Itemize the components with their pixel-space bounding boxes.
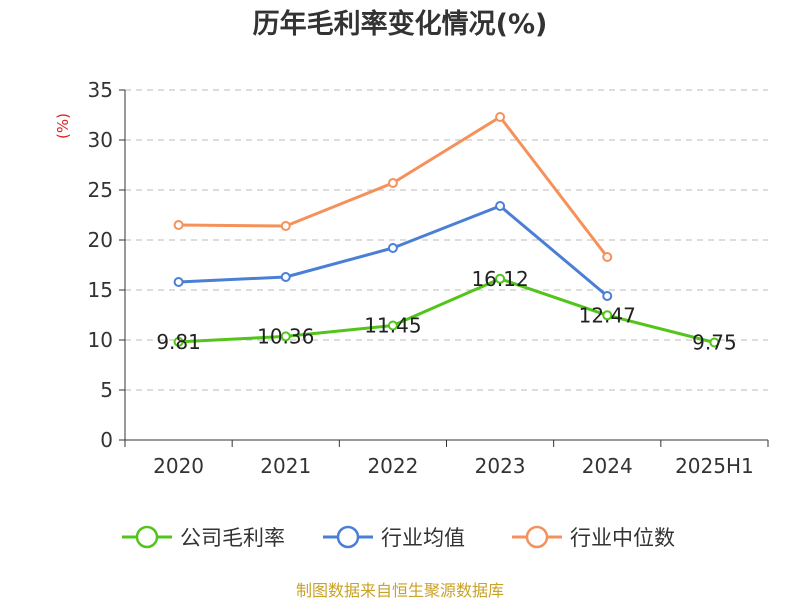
data-point[interactable] [280, 331, 291, 342]
data-point[interactable] [280, 221, 291, 231]
data-point[interactable] [173, 220, 184, 230]
y-tick-label: 15 [88, 278, 113, 302]
gridlines [125, 89, 768, 391]
y-tick-label: 25 [88, 178, 113, 202]
data-point[interactable] [602, 310, 613, 321]
data-point[interactable] [387, 320, 398, 331]
legend-item-1[interactable]: 行业均值 [323, 525, 465, 550]
x-tick-label: 2023 [475, 454, 526, 478]
x-tick-label: 2022 [367, 454, 418, 478]
data-label: 12.47 [579, 303, 636, 327]
y-axis-label: (%) [54, 113, 72, 139]
source-note: 制图数据来自恒生聚源数据库 [296, 581, 504, 600]
data-label: 11.45 [364, 314, 421, 338]
legend-label: 行业中位数 [570, 526, 675, 550]
y-tick-label: 30 [88, 128, 113, 152]
series-line [178, 277, 715, 344]
series-0: 9.81 10.36 11.45 16.12 12.47 9.75 [156, 267, 736, 355]
x-tick-label: 2020 [153, 454, 204, 478]
y-tick-label: 0 [100, 428, 113, 452]
legend-item-2[interactable]: 行业中位数 [512, 525, 675, 550]
y-tick-label: 35 [88, 78, 113, 102]
data-point[interactable] [495, 201, 506, 211]
data-label: 10.36 [257, 324, 314, 348]
legend-label: 公司毛利率 [180, 526, 285, 550]
x-tick-label: 2024 [582, 454, 633, 478]
data-point[interactable] [495, 112, 506, 122]
data-point[interactable] [495, 273, 506, 284]
legend-marker [336, 525, 360, 549]
data-point[interactable] [387, 178, 398, 188]
legend-label: 行业均值 [381, 526, 465, 550]
y-tick-label: 20 [88, 228, 113, 252]
data-point[interactable] [280, 272, 291, 282]
legend[interactable]: 公司毛利率 行业均值 行业中位数 [122, 525, 675, 550]
y-tick-label: 5 [100, 378, 113, 402]
data-point[interactable] [387, 243, 398, 253]
data-point[interactable] [709, 337, 720, 348]
legend-item-0[interactable]: 公司毛利率 [122, 525, 285, 550]
series-group: 9.81 10.36 11.45 16.12 12.47 9.75 [156, 112, 737, 355]
data-point[interactable] [602, 252, 613, 262]
data-point[interactable] [602, 291, 613, 301]
data-point[interactable] [173, 277, 184, 287]
legend-marker [525, 525, 549, 549]
legend-marker [135, 525, 159, 549]
x-tick-label: 2021 [260, 454, 311, 478]
data-label: 9.75 [692, 331, 737, 355]
series-1 [173, 201, 613, 301]
data-label: 16.12 [471, 267, 528, 291]
x-tick-label: 2025H1 [675, 454, 754, 478]
data-point[interactable] [173, 336, 184, 347]
y-tick-label: 10 [88, 328, 113, 352]
data-label: 9.81 [156, 330, 201, 354]
series-2 [173, 112, 613, 262]
axes: 0 5 10 15 20 25 30 35 2020 2021 2022 2023 2024 2025H1 [88, 78, 769, 478]
chart-title: 历年毛利率变化情况(%) [253, 8, 548, 40]
